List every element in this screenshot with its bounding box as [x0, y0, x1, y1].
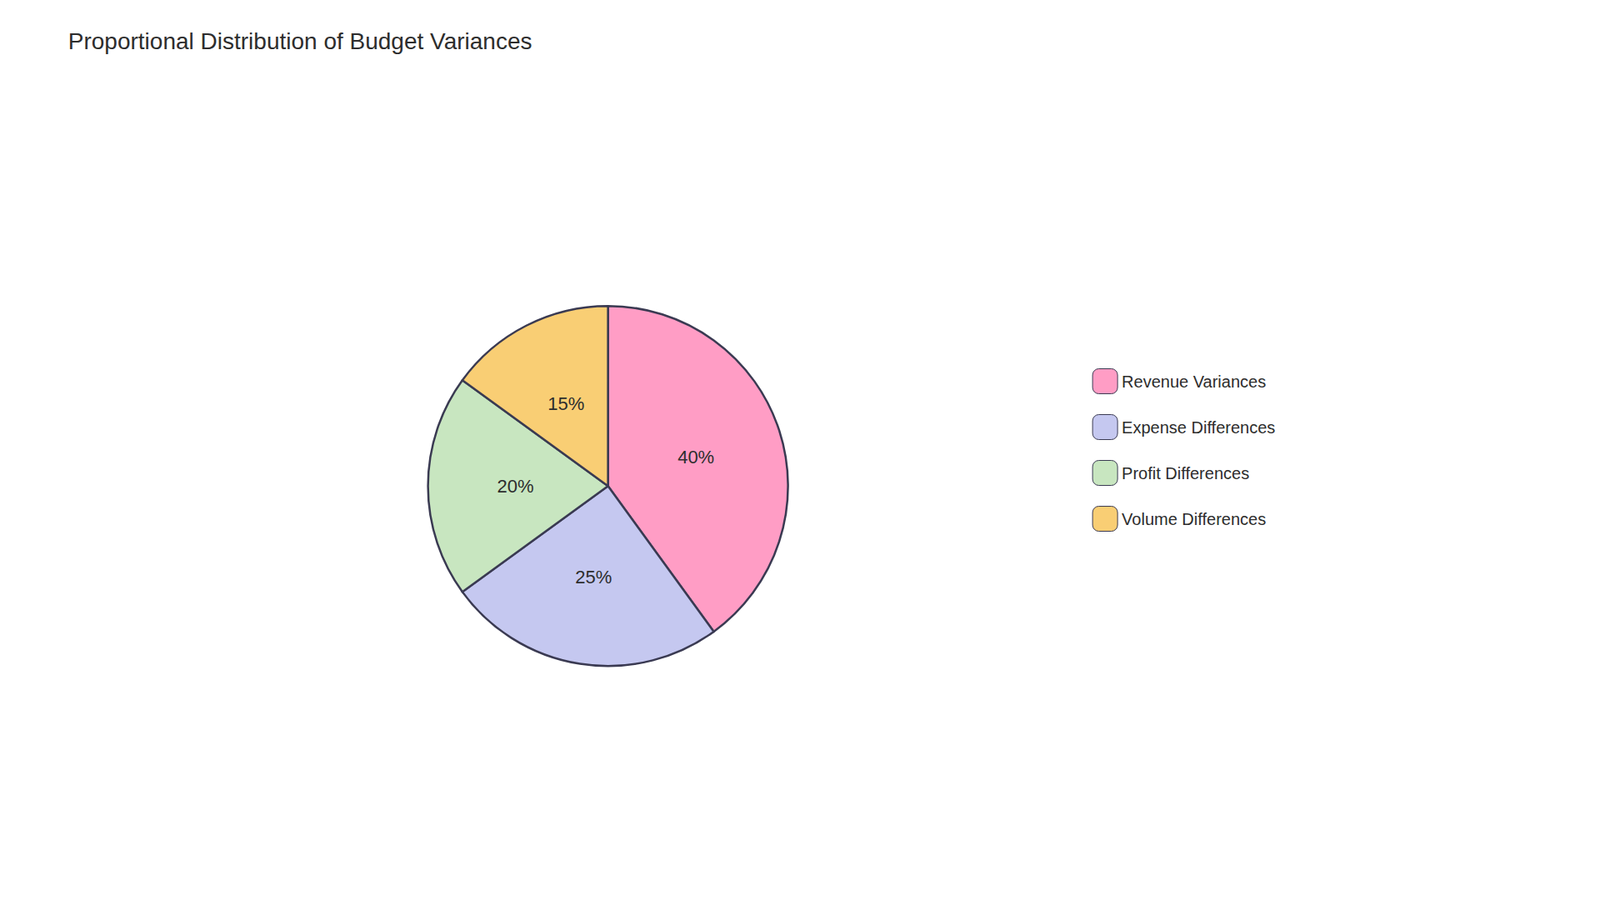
- svg-text:40%: 40%: [677, 446, 715, 468]
- svg-text:Revenue Variances: Revenue Variances: [1121, 372, 1266, 391]
- svg-text:25%: 25%: [575, 566, 612, 588]
- svg-text:20%: 20%: [497, 475, 535, 497]
- svg-text:15%: 15%: [547, 393, 585, 415]
- svg-text:Volume Differences: Volume Differences: [1121, 510, 1266, 529]
- svg-text:Proportional Distribution of B: Proportional Distribution of Budget Vari…: [68, 28, 533, 55]
- svg-text:Expense Differences: Expense Differences: [1121, 418, 1275, 437]
- svg-text:Profit Differences: Profit Differences: [1121, 464, 1250, 483]
